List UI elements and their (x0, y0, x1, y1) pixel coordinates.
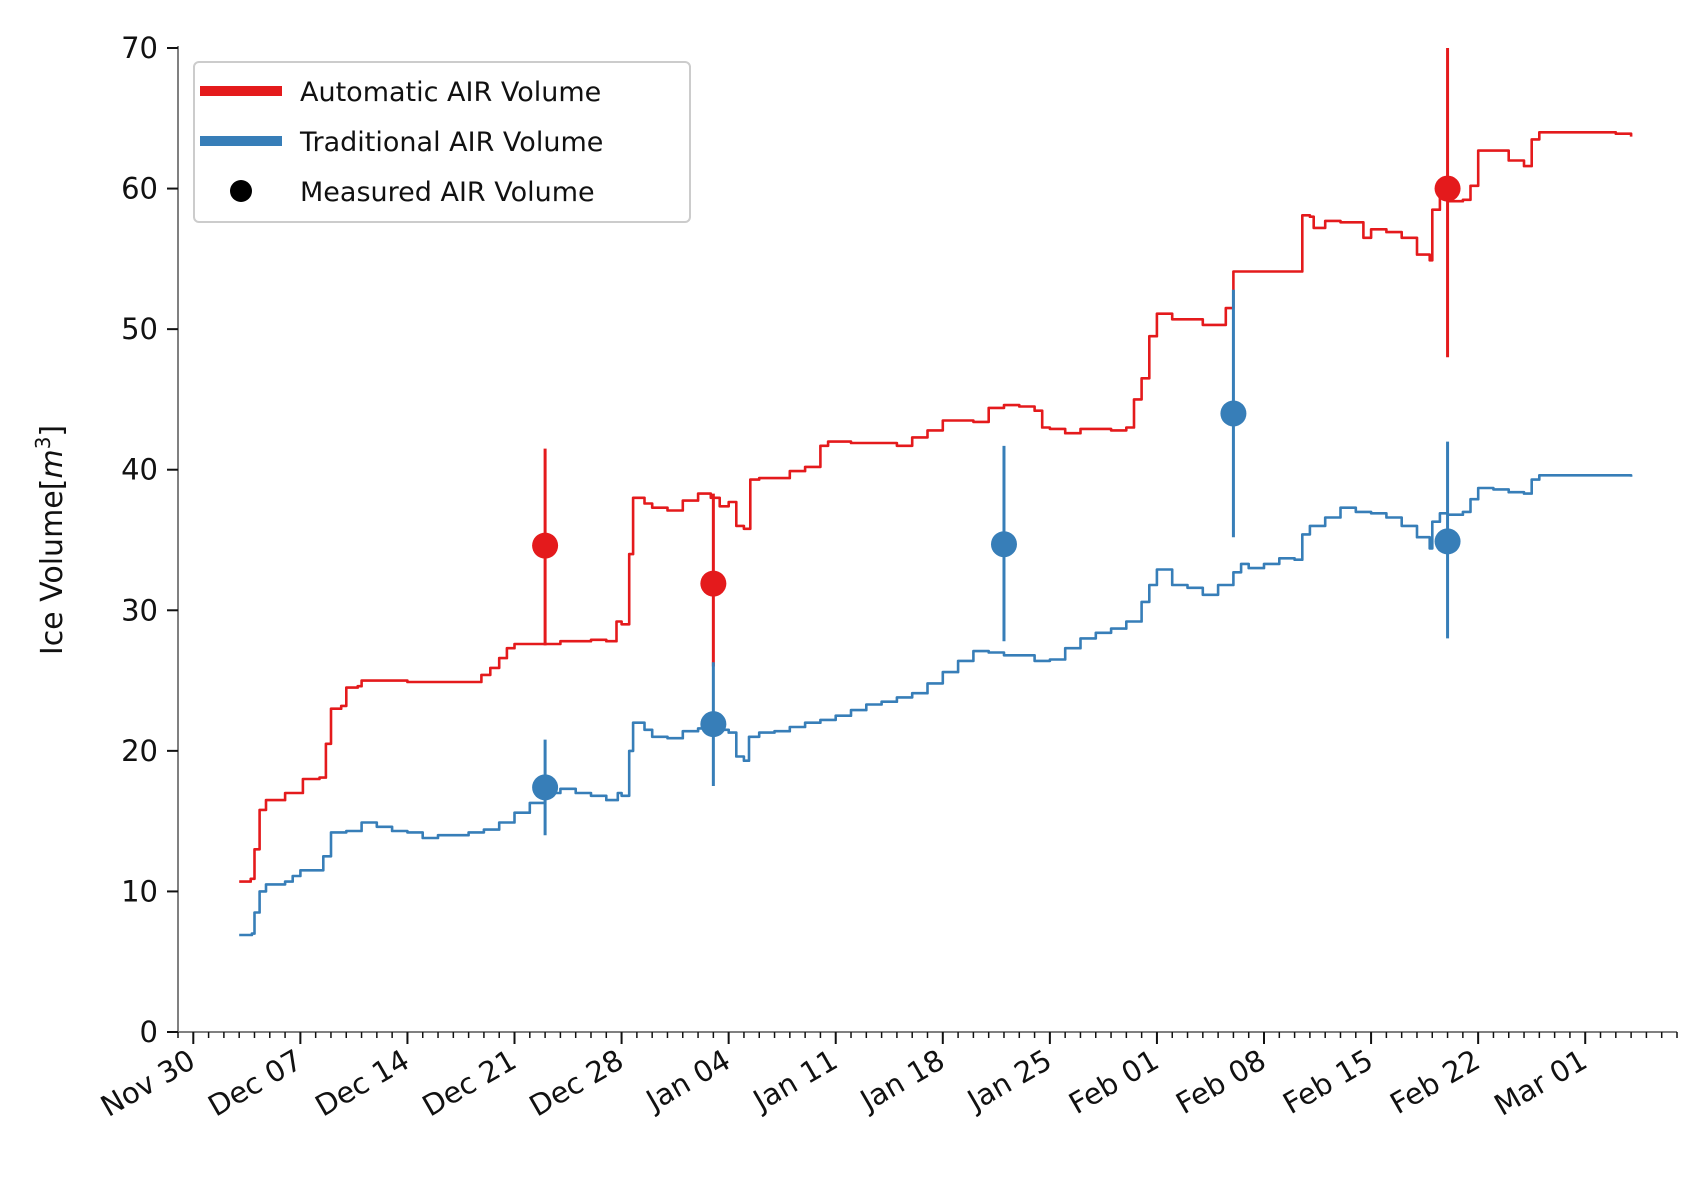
series-line-automatic (239, 131, 1633, 883)
measured-point (700, 711, 727, 738)
x-tick-label: Jan 18 (853, 1043, 950, 1119)
measured-point (1220, 400, 1247, 427)
y-tick-label: 60 (121, 172, 158, 206)
y-axis-label-unit: m (35, 449, 70, 478)
x-tick-label: Dec 07 (202, 1043, 308, 1124)
legend-frame (193, 61, 691, 223)
x-axis: Nov 30 Dec 07 Dec 14 Dec 21 Dec 28 Jan 04 Jan … (95, 1031, 1678, 1124)
x-tick-label: Feb 01 (1063, 1043, 1164, 1121)
y-tick-label: 50 (121, 312, 158, 346)
legend-label-automatic: Automatic AIR Volume (300, 77, 601, 108)
legend-label-traditional: Traditional AIR Volume (299, 127, 603, 158)
y-axis: 0 10 20 30 40 50 60 70 (121, 31, 179, 1049)
x-tick-label: Feb 15 (1277, 1043, 1378, 1121)
x-tick-label: Jan 11 (746, 1043, 843, 1119)
measured-point (532, 774, 559, 801)
x-tick-label: Mar 01 (1488, 1043, 1592, 1123)
x-tick-label: Jan 04 (639, 1043, 736, 1119)
measured-point (1434, 528, 1461, 555)
x-tick-label: Dec 21 (416, 1043, 522, 1124)
x-tick-label: Feb 08 (1170, 1043, 1271, 1121)
series-line-traditional (239, 474, 1633, 937)
y-tick-label: 0 (140, 1015, 158, 1049)
x-tick-label: Nov 30 (95, 1043, 201, 1124)
y-tick-label: 70 (121, 31, 158, 65)
y-axis-label-text: Ice Volume[ (35, 479, 70, 656)
x-tick-label: Feb 22 (1384, 1043, 1485, 1121)
measured-point (532, 532, 559, 559)
y-tick-label: 20 (121, 734, 158, 768)
legend-label-measured: Measured AIR Volume (300, 177, 595, 208)
measured-point (990, 531, 1017, 558)
y-tick-label: 30 (121, 593, 158, 627)
y-axis-label: Ice Volume[m3] (31, 425, 70, 655)
y-tick-label: 40 (121, 453, 158, 487)
y-tick-label: 10 (121, 874, 158, 908)
x-tick-label: Jan 25 (960, 1043, 1057, 1119)
plot-area (239, 48, 1633, 937)
measured-point (1434, 175, 1461, 202)
y-axis-label-close: ] (35, 425, 70, 437)
x-tick-label: Dec 14 (309, 1043, 415, 1124)
legend: Automatic AIR Volume Traditional AIR Vol… (193, 61, 691, 223)
legend-marker-measured (230, 180, 252, 202)
measured-point (700, 570, 727, 597)
y-axis-label-sup: 3 (31, 437, 55, 450)
x-tick-label: Dec 28 (524, 1043, 630, 1124)
